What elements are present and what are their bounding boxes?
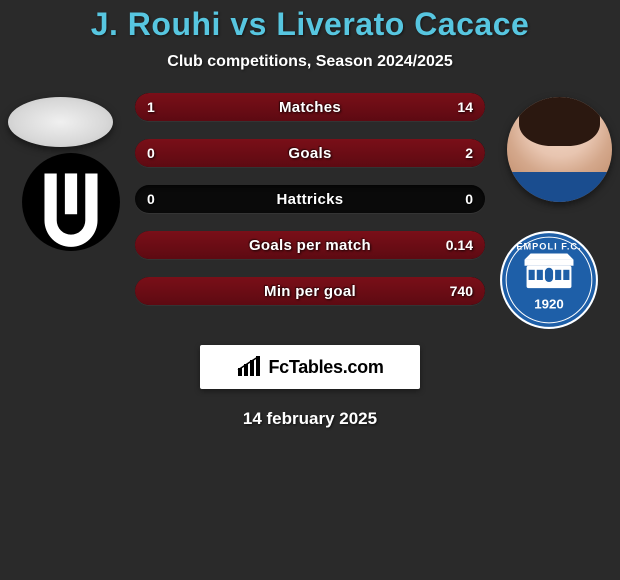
stat-row: 114Matches <box>135 93 485 121</box>
player-left-avatar <box>8 97 113 147</box>
player-left-club-badge <box>20 151 122 253</box>
watermark-text: FcTables.com <box>268 357 383 378</box>
stat-label: Matches <box>135 93 485 121</box>
club-founded-year: 1920 <box>534 297 563 312</box>
stat-row: 740Min per goal <box>135 277 485 305</box>
stat-bars: 114Matches 02Goals 00Hattricks 0.14Goals pe… <box>135 93 485 323</box>
empoli-icon: EMPOLI F.C. 1920 <box>498 229 600 331</box>
juventus-icon <box>20 151 122 253</box>
comparison-card: J. Rouhi vs Liverato Cacace Club competi… <box>0 0 620 429</box>
page-subtitle: Club competitions, Season 2024/2025 <box>167 53 452 71</box>
stat-row: 00Hattricks <box>135 185 485 213</box>
stat-row: 0.14Goals per match <box>135 231 485 259</box>
stat-row: 02Goals <box>135 139 485 167</box>
page-title: J. Rouhi vs Liverato Cacace <box>91 6 530 43</box>
date-text: 14 february 2025 <box>243 409 377 429</box>
player-right-club-badge: EMPOLI F.C. 1920 <box>498 229 600 331</box>
watermark: FcTables.com <box>200 345 420 389</box>
stat-label: Hattricks <box>135 185 485 213</box>
svg-text:EMPOLI F.C.: EMPOLI F.C. <box>516 241 581 251</box>
stat-label: Goals <box>135 139 485 167</box>
stat-label: Goals per match <box>135 231 485 259</box>
fctables-chart-icon <box>236 356 262 378</box>
midsection: EMPOLI F.C. 1920 114Matches 02Goals 00Hatt… <box>0 93 620 333</box>
player-right-avatar <box>507 97 612 202</box>
stat-label: Min per goal <box>135 277 485 305</box>
